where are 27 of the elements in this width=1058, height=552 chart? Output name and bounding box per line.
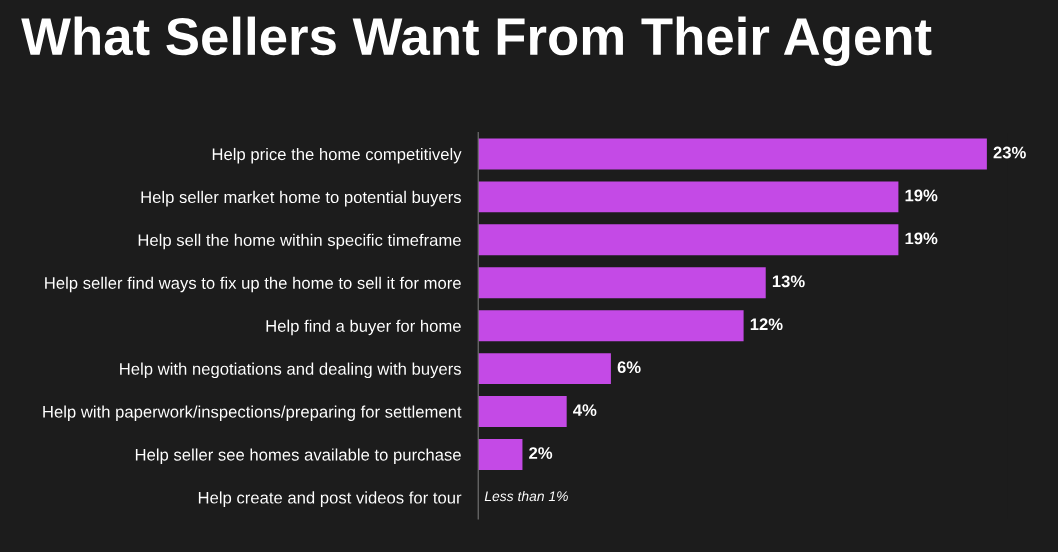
bar — [478, 224, 899, 256]
data-label: 6% — [617, 361, 641, 374]
y-tick-label: Help seller find ways to fix up the home to sell it for more — [45, 276, 461, 293]
bar — [478, 310, 744, 342]
y-tick-label: Help seller see homes available to purchase — [135, 448, 461, 464]
data-label: 12% — [750, 318, 783, 331]
y-tick-label: Help create and post videos for tour — [198, 491, 462, 507]
data-label: 23% — [993, 146, 1026, 159]
y-tick-label: Help price the home competitively — [212, 147, 462, 164]
y-tick-label: Help find a buyer for home — [266, 319, 461, 336]
bar — [478, 439, 523, 470]
data-label: 2% — [529, 447, 553, 459]
bar — [478, 138, 987, 170]
chart-title: What Sellers Want From Their Agent — [21, 16, 932, 66]
y-tick-label: Help with paperwork/inspections/preparing for settlement — [43, 405, 462, 422]
text: Less than 1% — [484, 490, 568, 502]
y-tick-label: Help with negotiations and dealing with buyers — [120, 362, 461, 379]
y-tick-label: Help sell the home within specific timeframe — [138, 233, 461, 250]
data-label: 13% — [772, 275, 805, 288]
bar — [478, 267, 766, 299]
data-label: 4% — [573, 404, 597, 416]
data-label: 19% — [905, 232, 938, 245]
data-label: 19% — [905, 189, 938, 202]
bar — [478, 181, 899, 213]
bar — [478, 353, 611, 385]
y-tick-label: Help seller market home to potential buyers — [141, 190, 461, 207]
bar — [478, 396, 567, 427]
